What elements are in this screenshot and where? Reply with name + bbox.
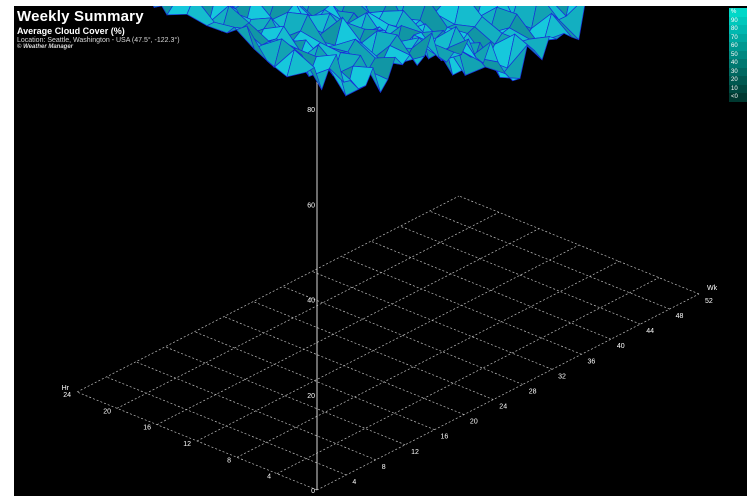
- floor-grid-line: [236, 261, 620, 458]
- floor-grid-line: [370, 240, 611, 340]
- floor-grid-line: [165, 346, 406, 446]
- floor-grid-line: [316, 293, 700, 491]
- floor-grid-line: [282, 286, 523, 385]
- copyright-text: © Weather Manager: [17, 44, 73, 50]
- x-tick-label: 8: [382, 464, 386, 471]
- chart-subtitle: Average Cloud Cover (%): [17, 26, 125, 36]
- x-tick-label: 4: [352, 479, 356, 486]
- surface-chart: 020406080100481216202428323640444852Wk48…: [62, 6, 718, 495]
- legend-item: 50: [729, 50, 747, 59]
- legend-item: 90: [729, 16, 747, 25]
- x-tick-label: 36: [587, 358, 595, 365]
- z-tick-label: 80: [307, 107, 315, 114]
- floor-grid-line: [276, 277, 660, 474]
- x-tick-label: 52: [705, 298, 713, 305]
- floor-grid-line: [156, 228, 540, 425]
- legend-item: 20: [729, 76, 747, 85]
- legend-item: 10: [729, 84, 747, 93]
- z-tick-label: 40: [307, 298, 315, 305]
- floor-grid-line: [76, 195, 460, 393]
- y-axis-label: Hr: [62, 385, 70, 392]
- legend-item: %: [729, 8, 747, 17]
- floor-grid-line: [135, 361, 376, 461]
- legend-item: 80: [729, 25, 747, 34]
- floor-grid-line: [253, 301, 494, 400]
- legend-item: 60: [729, 42, 747, 51]
- x-tick-label: 20: [470, 419, 478, 426]
- x-tick-label: 28: [529, 388, 537, 395]
- z-tick-label: 20: [307, 393, 315, 400]
- chart-header: Weekly Summary Average Cloud Cover (%) L…: [17, 8, 180, 50]
- x-tick-label: 16: [441, 434, 449, 441]
- z-tick-label: 60: [307, 202, 315, 209]
- legend-item: <0: [729, 93, 747, 102]
- floor-grid-line: [196, 244, 580, 442]
- x-axis-label: Wk: [707, 285, 718, 292]
- surface-patch: [166, 6, 191, 16]
- legend-item: 70: [729, 33, 747, 42]
- surface-patch: [555, 6, 569, 17]
- legend-item: 30: [729, 67, 747, 76]
- x-tick-label: 48: [676, 313, 684, 320]
- y-tick-label: 24: [63, 392, 71, 399]
- legend-item: 40: [729, 59, 747, 68]
- x-tick-label: 40: [617, 343, 625, 350]
- color-legend: % 90 80 70 60 50 40 30 20 10 <0: [729, 8, 747, 102]
- z-tick-label: 0: [311, 488, 315, 495]
- y-tick-label: 16: [143, 425, 151, 432]
- surface-patch: [286, 49, 315, 78]
- x-tick-label: 44: [646, 328, 654, 335]
- chart-frame: 020406080100481216202428323640444852Wk48…: [14, 6, 747, 496]
- y-tick-label: 12: [183, 441, 191, 448]
- y-tick-label: 20: [103, 408, 111, 415]
- x-tick-label: 32: [558, 373, 566, 380]
- y-tick-label: 4: [267, 474, 271, 481]
- chart-title: Weekly Summary: [17, 8, 144, 25]
- y-tick-label: 8: [227, 457, 231, 464]
- x-tick-label: 24: [499, 404, 507, 411]
- location-text: Location: Seattle, Washington - USA (47.…: [17, 37, 180, 44]
- floor-grid-line: [400, 225, 641, 325]
- floor-grid-line: [116, 212, 500, 409]
- x-tick-label: 12: [411, 449, 419, 456]
